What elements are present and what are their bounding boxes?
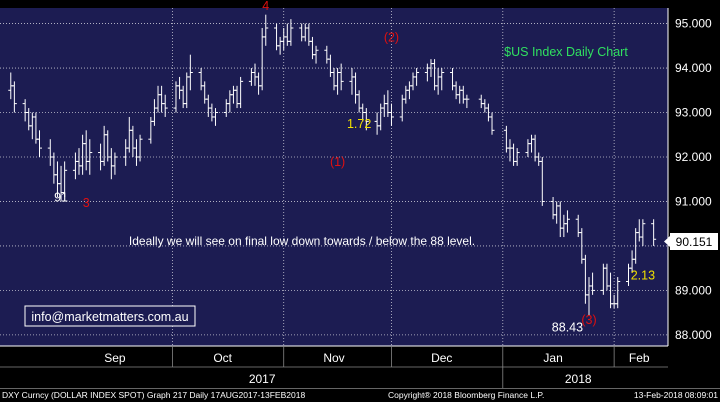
contact-email[interactable]: info@marketmatters.com.au — [31, 310, 188, 324]
footer-copyright: Copyright® 2018 Bloomberg Finance L.P. — [388, 390, 544, 400]
ohlc-bar — [162, 94, 168, 117]
last-price-box — [670, 233, 718, 250]
ohlc-bar — [37, 130, 43, 157]
chart-title: $US Index Daily Chart — [504, 45, 628, 59]
ohlc-bar — [615, 277, 621, 309]
annotations: 91 3 4 (1) 1.72 (2) 88.43(3) 2.13 — [54, 0, 655, 334]
annotation-label: (1) — [330, 155, 345, 169]
ohlc-bar — [464, 94, 470, 109]
x-tick-label: Dec — [431, 351, 452, 365]
ohlc-bar — [363, 108, 369, 131]
ohlc-bar — [137, 134, 143, 162]
ohlc-bar — [539, 156, 545, 206]
ohlc-bar — [238, 76, 244, 109]
ohlc-bar — [338, 63, 344, 91]
x-tick-label: Sep — [104, 351, 126, 365]
x-tick-label: Oct — [213, 351, 232, 365]
footer-timestamp: 13-Feb-2018 08:09:01 — [634, 390, 718, 400]
annotation-label: (3) — [581, 313, 596, 327]
ohlc-bar — [514, 148, 520, 166]
annotation-label: (2) — [384, 30, 399, 44]
ohlc-bar — [87, 139, 93, 175]
annotation-label: 3 — [83, 196, 90, 210]
ohlc-bar — [640, 219, 646, 246]
footer-instrument: DXY Curncy (DOLLAR INDEX SPOT) Graph 217… — [2, 390, 305, 400]
last-price-pointer — [664, 236, 670, 247]
x-axis: Sep Oct Nov Dec Jan Feb 2017 2018 — [0, 345, 668, 388]
x-tick-label: Jan — [543, 351, 562, 365]
contact-box — [24, 305, 196, 327]
ohlc-bar — [62, 161, 68, 198]
annotation-label: 91 — [54, 190, 68, 204]
x-tick-label: Nov — [323, 351, 344, 365]
ohlc-bar — [439, 68, 445, 91]
annotation-label: 1.72 — [347, 117, 371, 131]
commentary-text: Ideally we will see on final low down to… — [129, 234, 475, 248]
ohlc-bar — [414, 68, 420, 86]
y-tick-label: 91.000 — [675, 194, 712, 208]
x-year-label: 2017 — [249, 372, 276, 386]
ohlc-bar — [112, 152, 118, 175]
ohlc-bar — [313, 45, 319, 64]
annotation-label: 88.43 — [552, 320, 583, 334]
last-price-label: 90.151 — [676, 235, 713, 249]
ohlc-bar — [263, 14, 269, 46]
y-tick-label: 89.000 — [675, 283, 712, 297]
ohlc-bar — [187, 54, 193, 91]
y-tick-label: 94.000 — [675, 61, 712, 75]
price-bars — [8, 14, 657, 316]
ohlc-bar — [11, 81, 17, 113]
ohlc-bar — [212, 108, 218, 126]
annotation-label: 4 — [262, 0, 269, 13]
ohlc-bar — [489, 112, 495, 135]
ohlc-bar — [564, 210, 570, 233]
x-year-label: 2018 — [565, 372, 592, 386]
ohlc-bar — [388, 103, 394, 126]
y-tick-label: 92.000 — [675, 150, 712, 164]
ohlc-bar — [651, 219, 657, 246]
ohlc-bar — [590, 272, 596, 295]
x-tick-label: Feb — [629, 351, 650, 365]
annotation-label: 2.13 — [631, 268, 655, 282]
y-tick-label: 95.000 — [675, 17, 712, 31]
ohlc-bar — [288, 19, 294, 46]
y-tick-label: 93.000 — [675, 106, 712, 120]
y-tick-label: 88.000 — [675, 328, 712, 342]
